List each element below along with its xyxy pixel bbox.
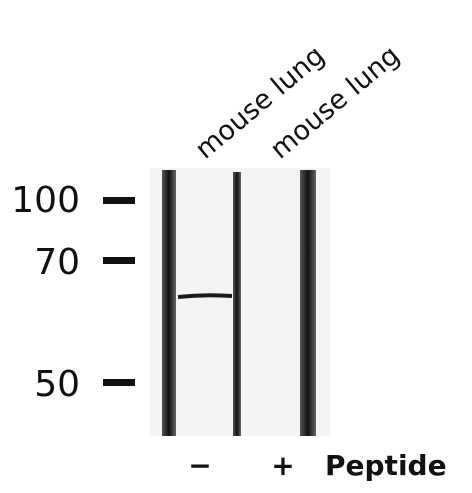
lane-label: mouse lung <box>265 40 406 165</box>
band <box>178 295 232 297</box>
marker-label: 100 <box>11 180 80 221</box>
marker-label: 50 <box>34 364 80 405</box>
marker-dash <box>103 197 135 204</box>
peptide-sign: − <box>188 449 211 482</box>
peptide-label: Peptide <box>325 449 447 482</box>
lane-label: mouse lung <box>190 40 331 165</box>
lane-edge <box>300 170 316 436</box>
marker-dash <box>103 257 135 264</box>
marker-dash <box>103 379 135 386</box>
lane-edge <box>162 170 176 436</box>
lane-edge <box>233 172 241 436</box>
marker-label: 70 <box>34 242 80 283</box>
peptide-sign: + <box>271 449 294 482</box>
blot-figure: mouse lung mouse lung 100 70 50 − + Pept… <box>0 0 472 493</box>
